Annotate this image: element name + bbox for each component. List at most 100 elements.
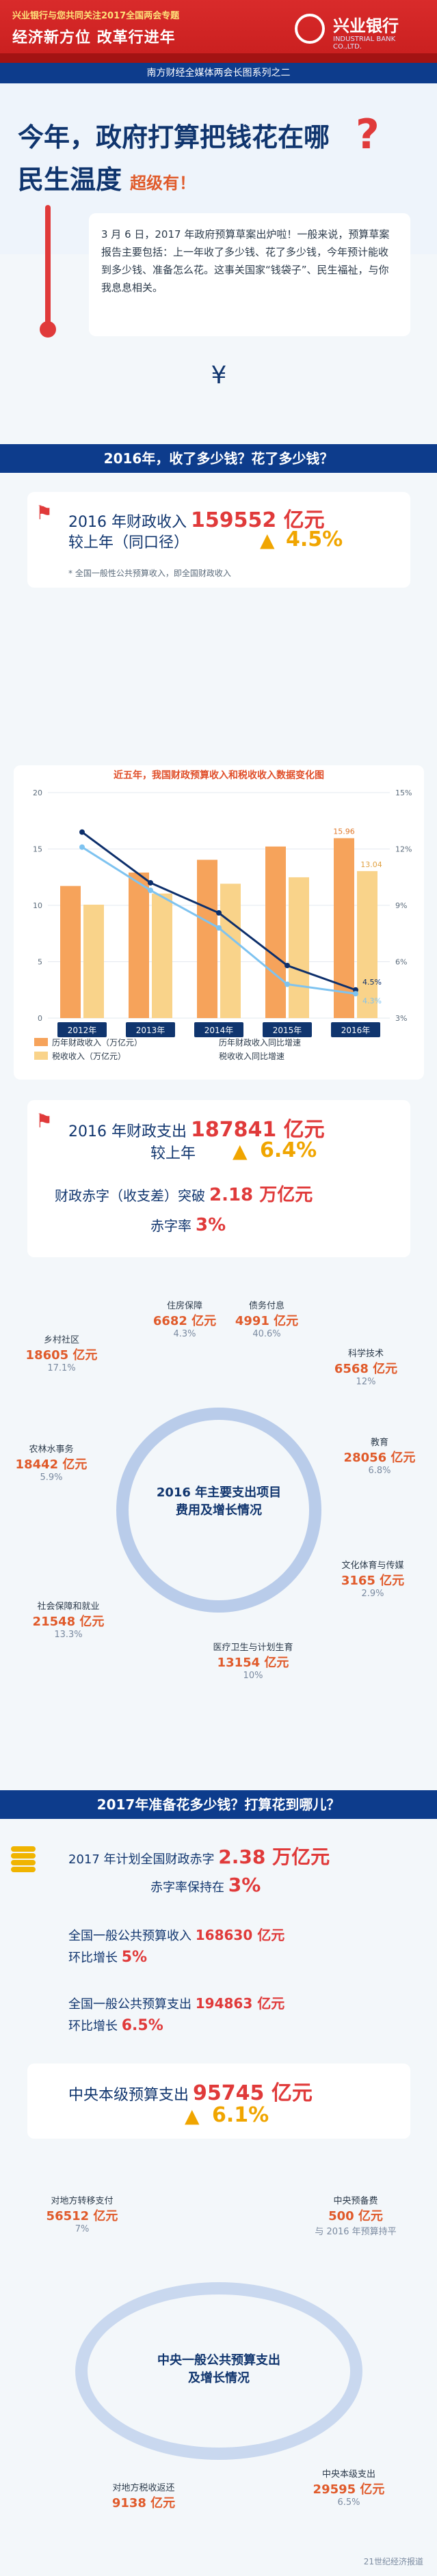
left-tick-label: 20 <box>33 789 42 797</box>
revenue-label: 2016 年财政收入 <box>68 514 187 531</box>
bar-revenue <box>60 886 81 1018</box>
revenue-2016-box: ⚑ 2016 年财政收入 159552 亿元 较上年（同口径） ▲ 4.5% * … <box>27 492 410 588</box>
central-value: 95745 亿元 <box>193 2081 313 2105</box>
right-tick-label: 9% <box>395 901 407 910</box>
left-tick-label: 10 <box>33 901 42 910</box>
hero-title-1: 今年，政府打算把钱花在哪 <box>18 122 330 152</box>
exp-value: 187841 亿元 <box>190 1118 325 1142</box>
plan-deficit: 2017 年计划全国财政赤字 2.38 万亿元 <box>27 1842 410 1869</box>
exp-label: 2016 年财政支出 <box>68 1123 187 1140</box>
bar-revenue <box>197 860 217 1018</box>
item-name: 对地方税收返还 <box>112 2483 175 2493</box>
header-text: 兴业银行与您共同关注2017全国两会专题 经济新方位 改革行进年 <box>12 8 279 47</box>
bar-tax <box>357 871 378 1018</box>
category-box <box>126 1022 175 1037</box>
watermark: 21世纪经济报道 <box>363 2557 423 2566</box>
item-name: 中央预备费 <box>333 2196 378 2206</box>
hero-title-2-main: 民生温度 <box>18 165 122 195</box>
bubble-debt: 债务付息 4991 亿元 40.6% <box>233 1298 301 1339</box>
revenue-chart: 近五年，我国财政预算收入和税收收入数据变化图 20 15 10 5 0 15% 12% 9% 6… <box>14 765 424 1080</box>
up-arrow-icon: ▲ <box>233 1140 248 1162</box>
bubble-name: 乡村社区 <box>43 1335 79 1345</box>
header: 兴业银行与您共同关注2017全国两会专题 经济新方位 改革行进年 兴业银行 IN… <box>0 0 437 63</box>
plan-deficit-label: 2017 年计划全国财政赤字 <box>68 1852 215 1867</box>
bubble-housing: 住房保障 6682 亿元 4.3% <box>150 1298 219 1339</box>
header-line2: 经济新方位 改革行进年 <box>12 29 176 46</box>
bubble-value: 21548 亿元 <box>32 1615 105 1629</box>
legend-tax-growth: 税收收入同比增速 <box>219 1051 285 1061</box>
left-tick-label: 5 <box>38 958 42 967</box>
expenditure-2016-box: ⚑ 2016 年财政支出 187841 亿元 较上年 ▲ 6.4% 财政赤字（收支… <box>27 1100 410 1257</box>
central-growth: 6.1% <box>212 2103 269 2127</box>
right-tick-label: 3% <box>395 1014 407 1023</box>
series-point <box>353 987 358 993</box>
flag-icon: ⚑ <box>36 502 53 524</box>
category-label: 2016年 <box>341 1026 371 1035</box>
question-mark-icon: ? <box>356 111 380 159</box>
bubble-name: 债务付息 <box>248 1301 284 1311</box>
revenue-value: 159552 亿元 <box>190 508 325 532</box>
series-point <box>148 880 153 886</box>
plan-rate-label: 赤字率保持在 <box>150 1880 224 1895</box>
bubble-rate: 6.8% <box>368 1466 391 1476</box>
bubble-rate: 40.6% <box>252 1329 281 1339</box>
bubble-rate: 2.9% <box>361 1589 384 1599</box>
flag-icon: ⚑ <box>36 1110 53 1132</box>
intro-paragraph: 3 月 6 日，2017 年政府预算草案出炉啦！一般来说，预算草案报告主要包括：… <box>89 213 410 336</box>
bubble-agriculture: 农林水事务 18442 亿元 5.9% <box>7 1442 96 1483</box>
category-label: 2014年 <box>204 1026 234 1035</box>
bubble-rate: 17.1% <box>47 1363 76 1373</box>
central-center-label: 中央一般公共预算支出 及增长情况 <box>157 2353 280 2385</box>
legend-tax: 税收收入（万亿元） <box>52 1051 127 1061</box>
section-title-2017: 2017年准备花多少钱？打算花到哪儿？ <box>0 1790 437 1819</box>
bubble-name: 文化体育与传媒 <box>341 1561 404 1571</box>
bubble-value: 4991 亿元 <box>235 1314 299 1328</box>
logo-cn: 兴业银行 <box>333 16 399 36</box>
bar-tax <box>220 883 241 1018</box>
bubble-rate: 4.3% <box>173 1329 196 1339</box>
central-box: 中央本级预算支出 95745 亿元 ▲ 6.1% <box>27 2064 410 2139</box>
series-point <box>79 844 85 850</box>
bubble-rate: 10% <box>243 1671 263 1681</box>
item-value: 9138 亿元 <box>111 2496 176 2510</box>
plan-rev-value: 168630 亿元 <box>195 1927 285 1943</box>
legend-lines: 历年财政收入同比增速 税收收入同比增速 <box>219 1035 301 1063</box>
plan-revenue: 全国一般公共预算收入 168630 亿元 环比增长 5% <box>27 1920 410 1970</box>
item-value: 56512 亿元 <box>46 2209 118 2223</box>
rate-value: 3% <box>196 1215 226 1235</box>
series-point <box>353 991 358 997</box>
spend-center-label: 2016 年主要支出项目 费用及增长情况 <box>156 1485 282 1518</box>
item-value: 29595 亿元 <box>313 2482 385 2497</box>
bubble-value: 6568 亿元 <box>334 1362 398 1376</box>
bubble-value: 18605 亿元 <box>25 1348 98 1362</box>
bubble-education: 教育 28056 亿元 6.8% <box>342 1435 417 1476</box>
up-arrow-icon: ▲ <box>260 529 275 551</box>
legend-swatch-tax <box>34 1052 48 1060</box>
revenue-compare: 较上年（同口径） <box>68 534 189 551</box>
central-line: 中央本级预算支出 95745 亿元 <box>68 2076 313 2106</box>
item-name: 中央本级支出 <box>321 2469 375 2480</box>
bubble-value: 6682 亿元 <box>153 1314 217 1328</box>
exp-line: 2016 年财政支出 187841 亿元 <box>68 1112 325 1142</box>
chart-title: 近五年，我国财政预算收入和税收收入数据变化图 <box>114 770 324 781</box>
plan-2017: 2017 年计划全国财政赤字 2.38 万亿元 赤字率保持在 3% <box>27 1838 410 1900</box>
plan-rev-label: 全国一般公共预算收入 <box>68 1929 191 1943</box>
bar-tax <box>289 877 309 1018</box>
series-line <box>81 846 356 995</box>
category-box <box>263 1022 312 1037</box>
spending-diagram: 2016 年主要支出项目 费用及增长情况 住房保障 6682 亿元 4.3% 债务付… <box>0 1285 437 1777</box>
logo-en: INDUSTRIAL BANK CO.,LTD. <box>333 36 396 51</box>
left-tick-label: 0 <box>38 1014 42 1023</box>
category-label: 2015年 <box>273 1026 302 1035</box>
plan-rev-growth-line: 环比增长 5% <box>27 1948 410 1966</box>
hero-title-2-suffix: 超级有！ <box>130 174 196 193</box>
right-tick-label: 15% <box>395 789 412 797</box>
money-bag-icon: ¥ <box>211 361 227 389</box>
item-rate: 7% <box>75 2224 90 2234</box>
up-arrow-icon: ▲ <box>185 2105 200 2127</box>
plan-rev-growth: 5% <box>121 1949 148 1966</box>
bar-revenue <box>265 846 286 1018</box>
rate-label: 赤字率 <box>150 1218 191 1234</box>
category-box <box>194 1022 243 1037</box>
